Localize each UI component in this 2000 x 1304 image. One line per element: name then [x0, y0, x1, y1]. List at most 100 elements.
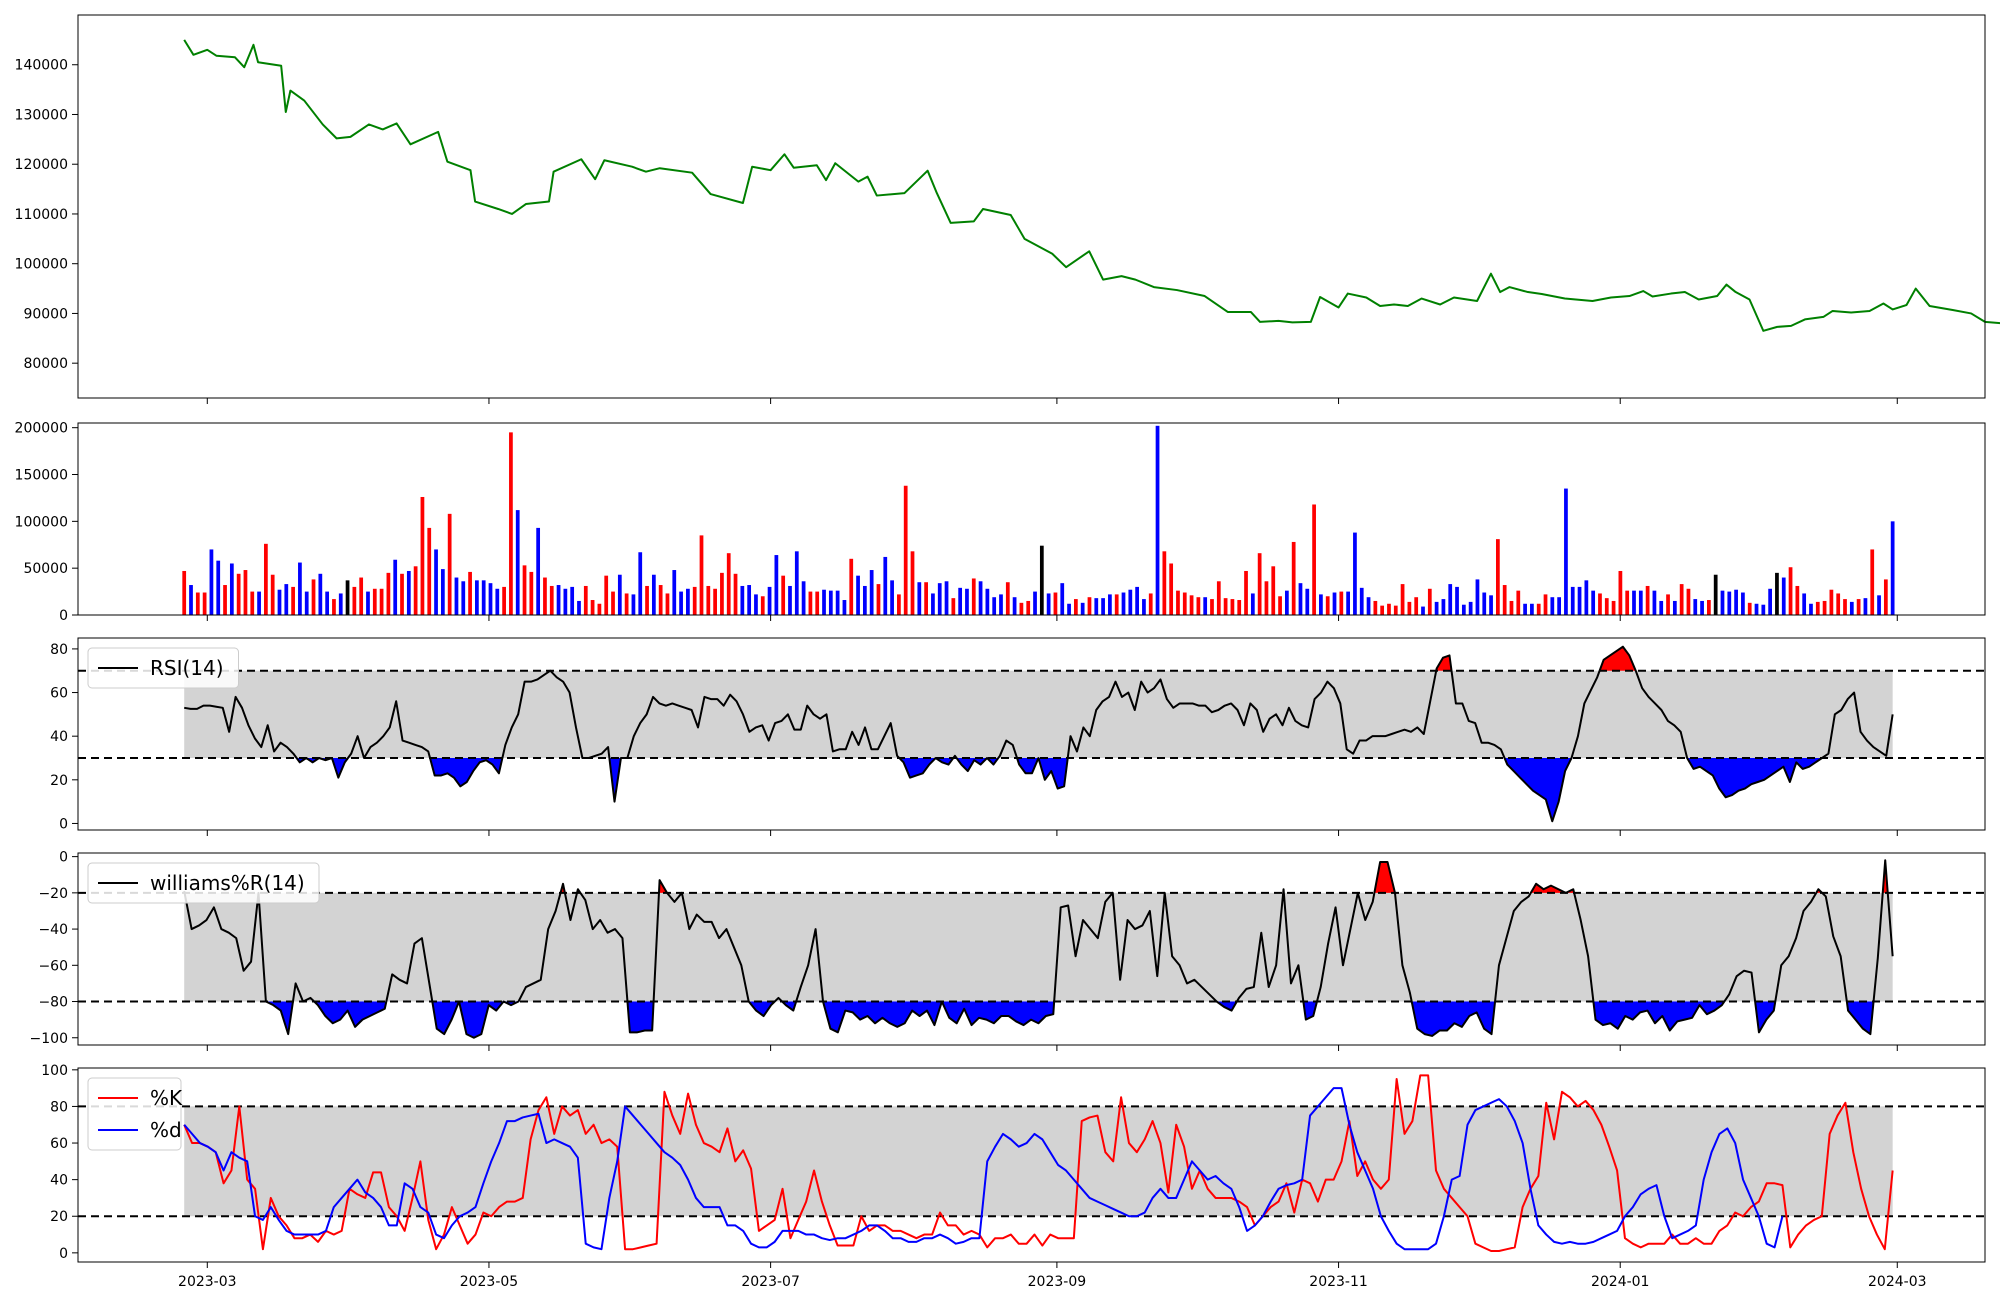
y-tick-label: 50000: [23, 561, 68, 577]
x-tick-label: 2023-07: [741, 1274, 800, 1290]
oversold-fill: [1847, 1002, 1874, 1035]
volume-bar: [1775, 573, 1779, 615]
volume-bar: [1714, 575, 1718, 615]
volume-bar: [1659, 601, 1663, 615]
volume-bar: [1006, 582, 1010, 615]
x-tick-label: 2024-01: [1591, 1274, 1650, 1290]
volume-bar: [1394, 606, 1398, 615]
volume-bar: [638, 552, 642, 615]
y-tick-label: 100000: [15, 257, 68, 273]
y-tick-label: −80: [38, 995, 68, 1011]
volume-bar: [325, 592, 329, 615]
y-tick-label: 150000: [15, 468, 68, 484]
volume-bar: [441, 569, 445, 615]
volume-bar: [1850, 602, 1854, 615]
volume-bar: [1237, 600, 1241, 615]
volume-bar: [1761, 605, 1765, 615]
volume-bar: [734, 574, 738, 615]
band-fill: [184, 893, 1892, 1002]
volume-bar: [1571, 587, 1575, 615]
volume-bar: [475, 580, 479, 615]
volume-bar: [849, 559, 853, 615]
volume-bar: [284, 584, 288, 615]
volume-bar: [1537, 604, 1541, 615]
volume-bar: [1653, 591, 1657, 615]
volume-bar: [250, 592, 254, 615]
volume-bar: [1870, 549, 1874, 615]
volume-bar: [1319, 594, 1323, 615]
y-tick-label: −60: [38, 958, 68, 974]
volume-bar: [598, 604, 602, 615]
volume-bar: [727, 553, 731, 615]
x-tick-label: 2023-11: [1309, 1274, 1368, 1290]
volume-bar: [1156, 426, 1160, 615]
volume-bar: [1836, 593, 1840, 615]
volume-bar: [1864, 598, 1868, 615]
volume-bar: [999, 594, 1003, 615]
volume-bar: [1550, 597, 1554, 615]
volume-bar: [604, 576, 608, 615]
volume-bar: [536, 528, 540, 615]
volume-bar: [318, 574, 322, 615]
volume-bar: [366, 592, 370, 615]
volume-bar: [1128, 590, 1132, 615]
volume-bar: [1482, 593, 1486, 615]
volume-bar: [1380, 606, 1384, 615]
volume-bar: [1666, 594, 1670, 615]
volume-bar: [1414, 597, 1418, 615]
volume-bar: [781, 576, 785, 615]
volume-bar: [516, 510, 520, 615]
volume-bar: [1244, 571, 1248, 615]
volume-bar: [1510, 601, 1514, 615]
volume-bar: [1503, 585, 1507, 615]
volume-bar: [563, 589, 567, 615]
volume-bar: [1598, 593, 1602, 615]
volume-bar: [1857, 599, 1861, 615]
volume-bar: [346, 580, 350, 615]
volume-bar: [611, 592, 615, 615]
volume-bar: [427, 528, 431, 615]
volume-bar: [1060, 583, 1064, 615]
volume-bar: [502, 587, 506, 615]
volume-bar: [1101, 598, 1105, 615]
volume-bar: [1469, 602, 1473, 615]
y-tick-label: −20: [38, 886, 68, 902]
volume-bar: [1516, 591, 1520, 615]
volume-bar: [387, 573, 391, 615]
volume-bar: [298, 563, 302, 615]
volume-bar: [1326, 596, 1330, 615]
volume-bar: [1789, 567, 1793, 615]
volume-bar: [1462, 605, 1466, 615]
y-tick-label: 100000: [15, 514, 68, 530]
volume-bar: [196, 593, 200, 615]
volume-bar: [754, 594, 758, 615]
volume-bar: [686, 589, 690, 615]
volume-bar: [788, 586, 792, 615]
volume-bar: [1401, 584, 1405, 615]
volume-bar: [802, 581, 806, 615]
volume-bar: [216, 561, 220, 615]
volume-bar: [1755, 604, 1759, 615]
volume-bar: [1625, 591, 1629, 615]
volume-bar: [1054, 593, 1058, 615]
volume-bar: [1741, 593, 1745, 615]
volume-bar: [775, 555, 779, 615]
volume-bar: [747, 585, 751, 615]
x-tick-label: 2023-03: [178, 1274, 237, 1290]
volume-bar: [1339, 592, 1343, 615]
volume-bar: [244, 570, 248, 615]
volume-bar: [720, 573, 724, 615]
x-tick-label: 2024-03: [1868, 1274, 1927, 1290]
volume-bar: [1367, 597, 1371, 615]
panel-1-frame: [78, 15, 1985, 398]
volume-bar: [1251, 593, 1255, 615]
volume-bar: [434, 549, 438, 615]
volume-bar: [1292, 542, 1296, 615]
volume-bar: [407, 571, 411, 615]
volume-bar: [1026, 601, 1030, 615]
volume-bar: [189, 585, 193, 615]
volume-bar: [1564, 489, 1568, 615]
volume-bar: [1809, 604, 1813, 615]
volume-bar: [1224, 598, 1228, 615]
legend-label-1: williams%R(14): [150, 871, 305, 895]
